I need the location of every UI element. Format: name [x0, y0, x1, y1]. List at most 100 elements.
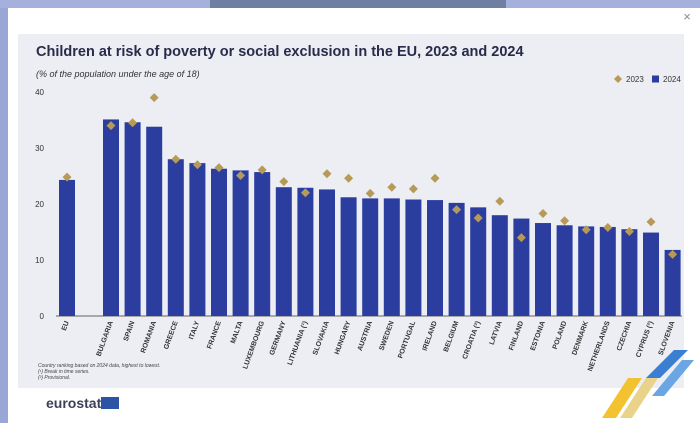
point-2023-6 — [214, 163, 224, 173]
bar-2024-8 — [254, 172, 271, 316]
point-2023-8 — [257, 165, 267, 175]
x-tick-label: BELGIUM — [443, 320, 461, 353]
x-tick-label: ROMANIA — [140, 320, 158, 354]
x-tick-label: CROATIA (²) — [462, 320, 482, 360]
x-tick-label: FINLAND — [508, 320, 525, 351]
eurostat-logo: eurostat — [46, 395, 102, 411]
point-2023-14 — [387, 182, 397, 192]
x-tick-label: DENMARK — [571, 320, 590, 356]
x-tick-label: SLOVAKIA — [312, 320, 331, 356]
x-tick-label: ITALY — [188, 320, 201, 341]
point-2023-0 — [62, 172, 72, 182]
bar-2024-13 — [362, 198, 379, 316]
y-tick-label: 30 — [35, 144, 44, 153]
point-2023-27 — [668, 249, 678, 259]
point-2023-1 — [106, 121, 116, 131]
decorative-chevron — [602, 350, 694, 418]
background-photo — [210, 0, 506, 8]
legend-label-2023: 2023 — [626, 75, 644, 84]
bar-2024-0 — [59, 179, 75, 316]
x-tick-label: ESTONIA — [530, 320, 547, 352]
bar-2024-23 — [578, 226, 595, 316]
bar-2024-24 — [599, 226, 616, 316]
x-tick-label: PORTUGAL — [397, 320, 417, 360]
x-tick-label: EU — [61, 320, 71, 332]
point-2023-11 — [322, 169, 332, 179]
chart-notes: Country ranking based on 2024 data, high… — [38, 363, 160, 381]
point-2023-13 — [365, 188, 375, 198]
bar-2024-17 — [448, 202, 465, 316]
bar-2024-6 — [211, 168, 227, 316]
close-icon[interactable]: × — [683, 9, 691, 24]
y-tick-label: 10 — [35, 256, 44, 265]
bar-2024-4 — [167, 159, 184, 316]
x-tick-label: HUNGARY — [334, 320, 353, 356]
bar-2024-27 — [664, 249, 681, 316]
point-2023-19 — [495, 196, 505, 206]
x-tick-label: IRELAND — [422, 320, 439, 352]
point-2023-22 — [560, 216, 570, 226]
bar-2024-22 — [556, 225, 573, 316]
bar-2024-7 — [232, 170, 249, 316]
point-2023-7 — [236, 170, 246, 180]
bar-2024-15 — [405, 199, 422, 316]
x-tick-label: GREECE — [163, 320, 180, 350]
point-2023-23 — [581, 225, 591, 235]
bar-2024-20 — [513, 218, 530, 316]
point-2023-18 — [473, 213, 483, 223]
point-2023-4 — [171, 154, 181, 164]
bar-2024-21 — [535, 223, 551, 316]
legend-label-2024: 2024 — [663, 75, 681, 84]
point-2023-16 — [430, 173, 440, 183]
bar-2024-14 — [383, 198, 400, 316]
x-tick-label: LITHUANIA (¹) — [287, 320, 309, 366]
x-tick-label: SPAIN — [123, 320, 137, 342]
point-2023-9 — [279, 177, 289, 187]
bar-2024-11 — [319, 189, 335, 316]
point-2023-21 — [538, 209, 548, 219]
y-tick-label: 40 — [35, 88, 44, 97]
x-tick-label: POLAND — [552, 320, 569, 350]
chart-title: Children at risk of poverty or social ex… — [36, 44, 524, 60]
x-tick-label: LUXEMBOURG — [242, 320, 266, 370]
x-tick-label: BULGARIA — [96, 320, 115, 357]
point-2023-12 — [344, 173, 354, 183]
point-2023-10 — [300, 188, 310, 198]
bar-2024-10 — [297, 187, 314, 316]
x-tick-label: AUSTRIA — [357, 320, 374, 352]
chart-subtitle: (% of the population under the age of 18… — [36, 69, 200, 79]
eu-flag-icon — [101, 397, 119, 409]
bar-2024-18 — [470, 207, 487, 316]
bar-2024-9 — [275, 187, 292, 316]
x-tick-label: FRANCE — [206, 320, 223, 350]
legend-diamond-2023 — [614, 75, 622, 83]
note-provisional: (²) Provisional. — [38, 375, 71, 381]
point-2023-24 — [603, 223, 613, 233]
bar-2024-12 — [340, 197, 357, 316]
point-2023-5 — [192, 160, 202, 170]
bar-2024-5 — [189, 163, 206, 316]
legend-markers: 2023 2024 — [614, 75, 681, 84]
bar-2024-26 — [643, 232, 659, 316]
x-tick-label: MALTA — [230, 320, 245, 344]
x-tick-label: LATVIA — [489, 320, 504, 346]
point-2023-25 — [624, 226, 634, 236]
point-2023-15 — [408, 184, 418, 194]
note-ranking: Country ranking based on 2024 data, high… — [38, 363, 161, 369]
note-break: (¹) Break in time series. — [38, 369, 90, 375]
y-tick-label: 20 — [35, 200, 44, 209]
bar-2024-16 — [427, 200, 443, 316]
bar-2024-25 — [621, 229, 638, 316]
point-2023-17 — [452, 205, 462, 215]
bar-2024-3 — [146, 126, 163, 316]
point-2023-20 — [516, 233, 526, 243]
bar-2024-2 — [124, 122, 141, 317]
x-tick-label: SWEDEN — [379, 320, 396, 351]
y-tick-label: 0 — [40, 312, 45, 321]
legend-bar-2024 — [652, 75, 659, 83]
bar-2024-1 — [103, 119, 119, 316]
bar-2024-19 — [491, 215, 508, 316]
x-tick-label: GERMANY — [269, 320, 288, 356]
point-2023-3 — [149, 93, 159, 103]
